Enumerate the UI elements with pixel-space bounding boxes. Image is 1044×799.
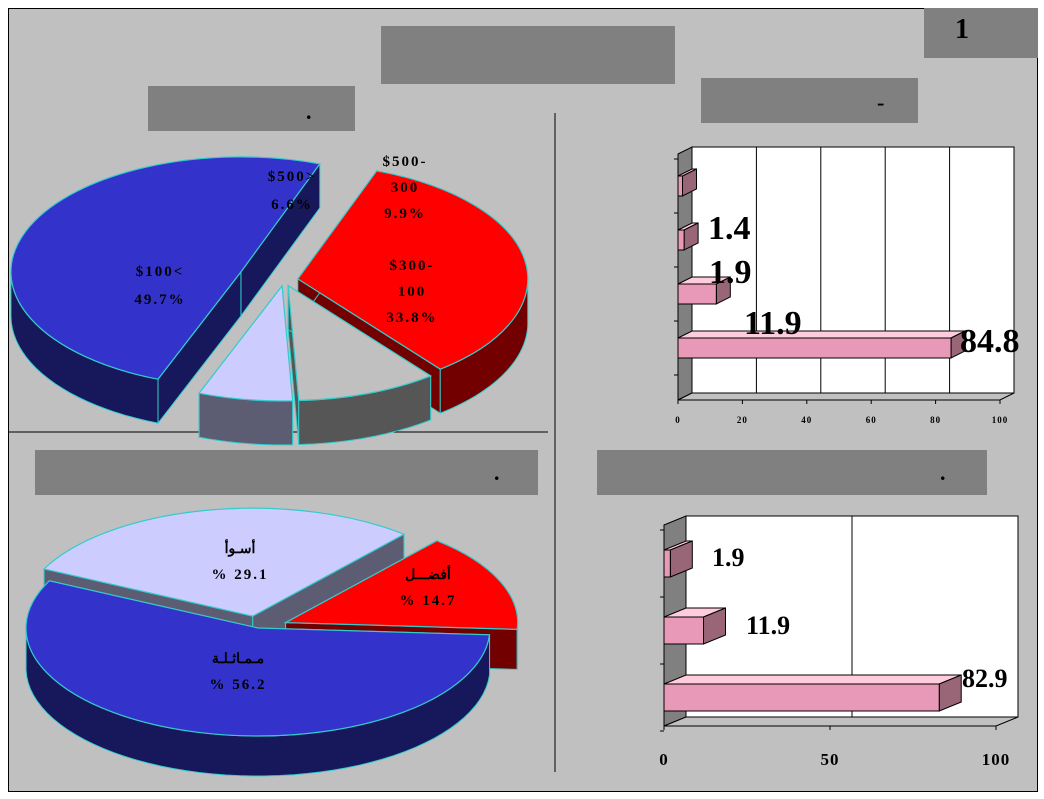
pie-slice bbox=[283, 540, 519, 630]
bar-data-label: 82.9 bbox=[962, 664, 1008, 693]
pie-label: 9.9% bbox=[384, 206, 426, 222]
top-left-title-mark: . bbox=[306, 99, 312, 124]
bar-chart-bottom-right: 0 50 100 82.9 11.9 1.9 bbox=[659, 515, 1019, 769]
plot-floor bbox=[677, 392, 1015, 401]
bar-data-label: 1.9 bbox=[709, 254, 752, 291]
bar-data-label: 11.9 bbox=[744, 305, 802, 342]
x-tick-label: 0 bbox=[675, 415, 681, 425]
pie-label: 6.6% bbox=[271, 197, 313, 213]
bar bbox=[677, 337, 952, 359]
x-tick-label: 100 bbox=[982, 750, 1011, 769]
main-title-box bbox=[381, 26, 675, 84]
page-number: 1 bbox=[955, 14, 969, 45]
pie-label: 100 bbox=[398, 284, 427, 300]
bottom-right-title-box bbox=[597, 450, 987, 495]
pie-label: $100< bbox=[136, 264, 185, 280]
pie-label: % 56.2 bbox=[210, 677, 267, 693]
bar bbox=[663, 616, 705, 645]
x-tick-label: 20 bbox=[737, 415, 748, 425]
pie-slice bbox=[25, 580, 491, 737]
pie-chart-price-range: $100< 49.7% $500> 6.6% $500- 300 9.9% $300- 100 3… bbox=[10, 154, 529, 446]
page-number-box bbox=[924, 8, 1038, 58]
pie-label: أفضـــل bbox=[405, 564, 451, 583]
bar-top bbox=[663, 674, 962, 685]
pie-label: $500- bbox=[383, 154, 428, 170]
pie-slice bbox=[296, 170, 529, 370]
pie-slice bbox=[287, 284, 432, 402]
pie-label: % 29.1 bbox=[212, 567, 269, 583]
x-tick-label: 40 bbox=[801, 415, 812, 425]
top-right-title-box bbox=[701, 78, 918, 123]
pie-label: 49.7% bbox=[134, 292, 185, 308]
bar-chart-top-right: 0 20 40 60 80 100 84.8 11.9 1.9 1.4 bbox=[674, 146, 1020, 425]
x-tick-label: 100 bbox=[992, 415, 1009, 425]
bottom-left-title-box bbox=[35, 450, 538, 495]
pie-label: % 14.7 bbox=[400, 593, 457, 609]
bar bbox=[663, 683, 940, 712]
bar-data-label: 1.9 bbox=[712, 543, 745, 572]
plot-floor bbox=[663, 716, 1019, 727]
pie-slice bbox=[198, 284, 294, 402]
x-tick-label: 80 bbox=[930, 415, 941, 425]
bar-data-label: 84.8 bbox=[960, 323, 1020, 360]
pie-label: $500> bbox=[268, 169, 317, 185]
pie-label: 300 bbox=[391, 180, 420, 196]
bar-data-label: 11.9 bbox=[746, 611, 790, 640]
pie-label: $300- bbox=[390, 258, 435, 274]
top-left-title-box bbox=[148, 86, 355, 131]
bar-data-label: 1.4 bbox=[708, 210, 751, 247]
bottom-right-title-mark: . bbox=[940, 460, 946, 485]
x-tick-label: 60 bbox=[866, 415, 877, 425]
bar bbox=[677, 283, 717, 305]
pie-label: مـمـاثـلـة bbox=[212, 652, 264, 667]
bar bbox=[677, 229, 685, 251]
pie-slice bbox=[10, 156, 321, 380]
pie-chart-comparison: مـمـاثـلـة % 56.2 أسـوأ % 29.1 أفضـــل % 14.7 bbox=[25, 507, 519, 777]
x-tick-label: 0 bbox=[659, 750, 669, 769]
pie-label: أسـوأ bbox=[225, 538, 256, 557]
bottom-left-title-mark: . bbox=[494, 460, 500, 485]
bar bbox=[663, 549, 671, 578]
pie-label: 33.8% bbox=[386, 310, 437, 326]
bar-top bbox=[677, 330, 966, 339]
bar bbox=[677, 175, 684, 197]
pie-slice bbox=[42, 507, 406, 617]
x-tick-label: 50 bbox=[821, 750, 840, 769]
top-right-title-mark: - bbox=[877, 90, 885, 115]
